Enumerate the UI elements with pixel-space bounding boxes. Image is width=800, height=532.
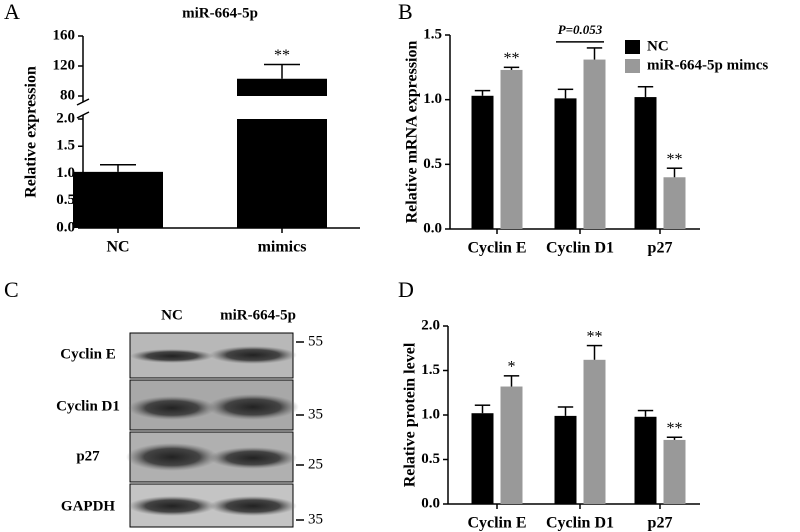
blot-band — [207, 394, 299, 420]
y-tick-label: 1.5 — [56, 138, 75, 154]
blot-band — [128, 396, 216, 420]
x-tick-label: NC — [106, 239, 129, 256]
significance: ** — [667, 151, 683, 168]
axis-break — [76, 111, 90, 119]
x-tick-label: Cyclin D1 — [546, 240, 614, 257]
legend-swatch — [625, 40, 640, 54]
bar — [634, 416, 657, 504]
blot-band — [209, 447, 297, 469]
bar — [663, 177, 686, 229]
lane-label: NC — [161, 307, 183, 323]
protein-label: GAPDH — [61, 498, 115, 514]
protein-label: Cyclin D1 — [56, 398, 120, 414]
blot-panel: C NC miR-664-5p Cyclin E Cyclin D1 p27 G… — [4, 277, 323, 528]
x-tick-label: Cyclin E — [467, 240, 526, 257]
panel-label: A — [4, 0, 20, 24]
bar — [471, 95, 494, 229]
bar — [73, 171, 163, 228]
y-tick-label: 1.0 — [423, 91, 442, 107]
panel-label: D — [398, 277, 414, 302]
y-tick-label: 120 — [53, 57, 76, 73]
legend-swatch — [625, 59, 640, 73]
y-tick-label: 2.0 — [421, 317, 440, 333]
panel-label: B — [398, 0, 413, 24]
bar — [554, 98, 577, 229]
x-tick-label: p27 — [648, 515, 673, 532]
bar — [634, 97, 657, 229]
x-tick-label: Cyclin E — [467, 515, 526, 532]
axis-break — [76, 98, 90, 106]
blot-band — [128, 496, 216, 516]
protein-label: p27 — [76, 448, 100, 464]
legend-label: NC — [647, 38, 669, 54]
blot-band — [209, 496, 297, 516]
blot-band — [126, 443, 218, 471]
y-tick-label: 0.5 — [56, 192, 75, 208]
significance: ** — [587, 328, 603, 345]
significance: ** — [274, 47, 290, 64]
bar — [583, 59, 606, 229]
x-tick-label: Cyclin D1 — [546, 515, 614, 532]
y-tick-label: 0.0 — [56, 219, 75, 235]
bar — [554, 415, 577, 504]
y-tick-label: 0.0 — [423, 220, 442, 236]
bar — [583, 359, 606, 504]
blot-band — [130, 349, 214, 363]
y-tick-label: 2.0 — [56, 110, 75, 126]
chart-title: miR-664-5p — [182, 5, 258, 21]
y-tick-label: 80 — [60, 87, 75, 103]
y-tick-label: 1.5 — [421, 362, 440, 378]
significance: ** — [504, 50, 520, 67]
y-axis-label: Relative expression — [23, 66, 40, 198]
bar — [237, 119, 327, 228]
bar — [500, 69, 523, 229]
y-axis-label: Relative protein level — [402, 342, 419, 487]
bar — [237, 78, 327, 96]
x-tick-label: mimics — [258, 239, 307, 256]
y-tick-label: 0.5 — [421, 451, 440, 467]
significance: ** — [667, 420, 683, 437]
protein-label: Cyclin E — [60, 346, 115, 362]
significance: * — [508, 359, 516, 376]
bar — [471, 413, 494, 504]
marker-label: 35 — [308, 406, 323, 422]
y-tick-label: 160 — [53, 27, 76, 43]
x-tick-label: p27 — [648, 240, 673, 257]
legend-label: miR-664-5p mimcs — [647, 57, 768, 73]
bar — [500, 386, 523, 504]
y-tick-label: 1.5 — [423, 26, 442, 42]
y-axis-label: Relative mRNA expression — [404, 41, 421, 224]
y-tick-label: 1.0 — [421, 406, 440, 422]
marker-label: 25 — [308, 456, 323, 472]
y-tick-label: 0.5 — [423, 156, 442, 172]
lane-label: miR-664-5p — [220, 307, 296, 323]
marker-label: 55 — [308, 333, 323, 349]
comparison-label: P=0.053 — [558, 22, 603, 37]
marker-label: 35 — [308, 511, 323, 527]
blot-band — [209, 346, 297, 364]
y-tick-label: 1.0 — [56, 165, 75, 181]
y-tick-label: 0.0 — [421, 495, 440, 511]
bar — [663, 439, 686, 504]
panel-label: C — [4, 277, 19, 302]
